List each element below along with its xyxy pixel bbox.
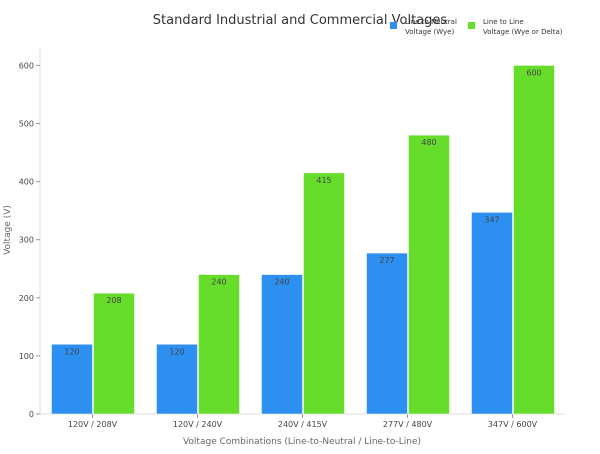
bar-line-to-neutral <box>261 274 303 415</box>
bar-value-label: 240 <box>211 278 226 287</box>
bar-value-label: 120 <box>169 347 184 356</box>
bar-line-to-neutral <box>366 252 408 415</box>
legend-label: Line to Line <box>483 18 524 26</box>
x-tick-label: 347V / 600V <box>488 420 538 429</box>
bar-line-to-neutral <box>471 212 513 415</box>
y-tick-label: 0 <box>29 410 34 419</box>
bar-value-label: 277 <box>379 256 394 265</box>
chart-title: Standard Industrial and Commercial Volta… <box>153 13 448 28</box>
y-tick-label: 200 <box>19 294 34 303</box>
y-tick-label: 600 <box>19 61 34 70</box>
bar-line-to-neutral <box>156 344 198 415</box>
legend-label: Voltage (Wye) <box>405 28 454 36</box>
bar-line-to-line <box>513 65 555 415</box>
bar-value-label: 347 <box>484 215 499 224</box>
bar-value-label: 120 <box>64 347 79 356</box>
legend-swatch <box>390 22 397 29</box>
legend: Line to Neutral Voltage (Wye) Line to Line… <box>390 18 563 36</box>
x-tick-label: 277V / 480V <box>383 420 433 429</box>
y-tick-label: 100 <box>19 352 34 361</box>
legend-swatch <box>468 22 475 29</box>
bar-value-label: 480 <box>421 138 436 147</box>
bar-line-to-line <box>198 274 240 415</box>
bar-line-to-line <box>408 134 450 415</box>
bar-value-label: 600 <box>526 68 541 77</box>
x-tick-label: 120V / 208V <box>68 420 118 429</box>
bar-line-to-line <box>93 292 135 415</box>
bars <box>51 65 555 415</box>
x-axis-title: Voltage Combinations (Line-to-Neutral / … <box>183 437 421 447</box>
bar-value-label: 240 <box>274 278 289 287</box>
y-tick-label: 300 <box>19 236 34 245</box>
bar-value-label: 208 <box>106 296 121 305</box>
y-tick-label: 500 <box>19 120 34 129</box>
legend-label: Voltage (Wye or Delta) <box>483 28 563 36</box>
bar-line-to-neutral <box>51 344 93 415</box>
bar-line-to-line <box>303 172 345 415</box>
y-tick-label: 400 <box>19 178 34 187</box>
bar-value-label: 415 <box>316 176 331 185</box>
y-axis-title: Voltage (V) <box>3 205 13 255</box>
x-tick-label: 120V / 240V <box>173 420 223 429</box>
data-labels: 120 208 120 240 240 415 277 480 347 600 <box>64 68 541 356</box>
legend-label: Line to Neutral <box>405 18 457 26</box>
x-tick-label: 240V / 415V <box>278 420 328 429</box>
